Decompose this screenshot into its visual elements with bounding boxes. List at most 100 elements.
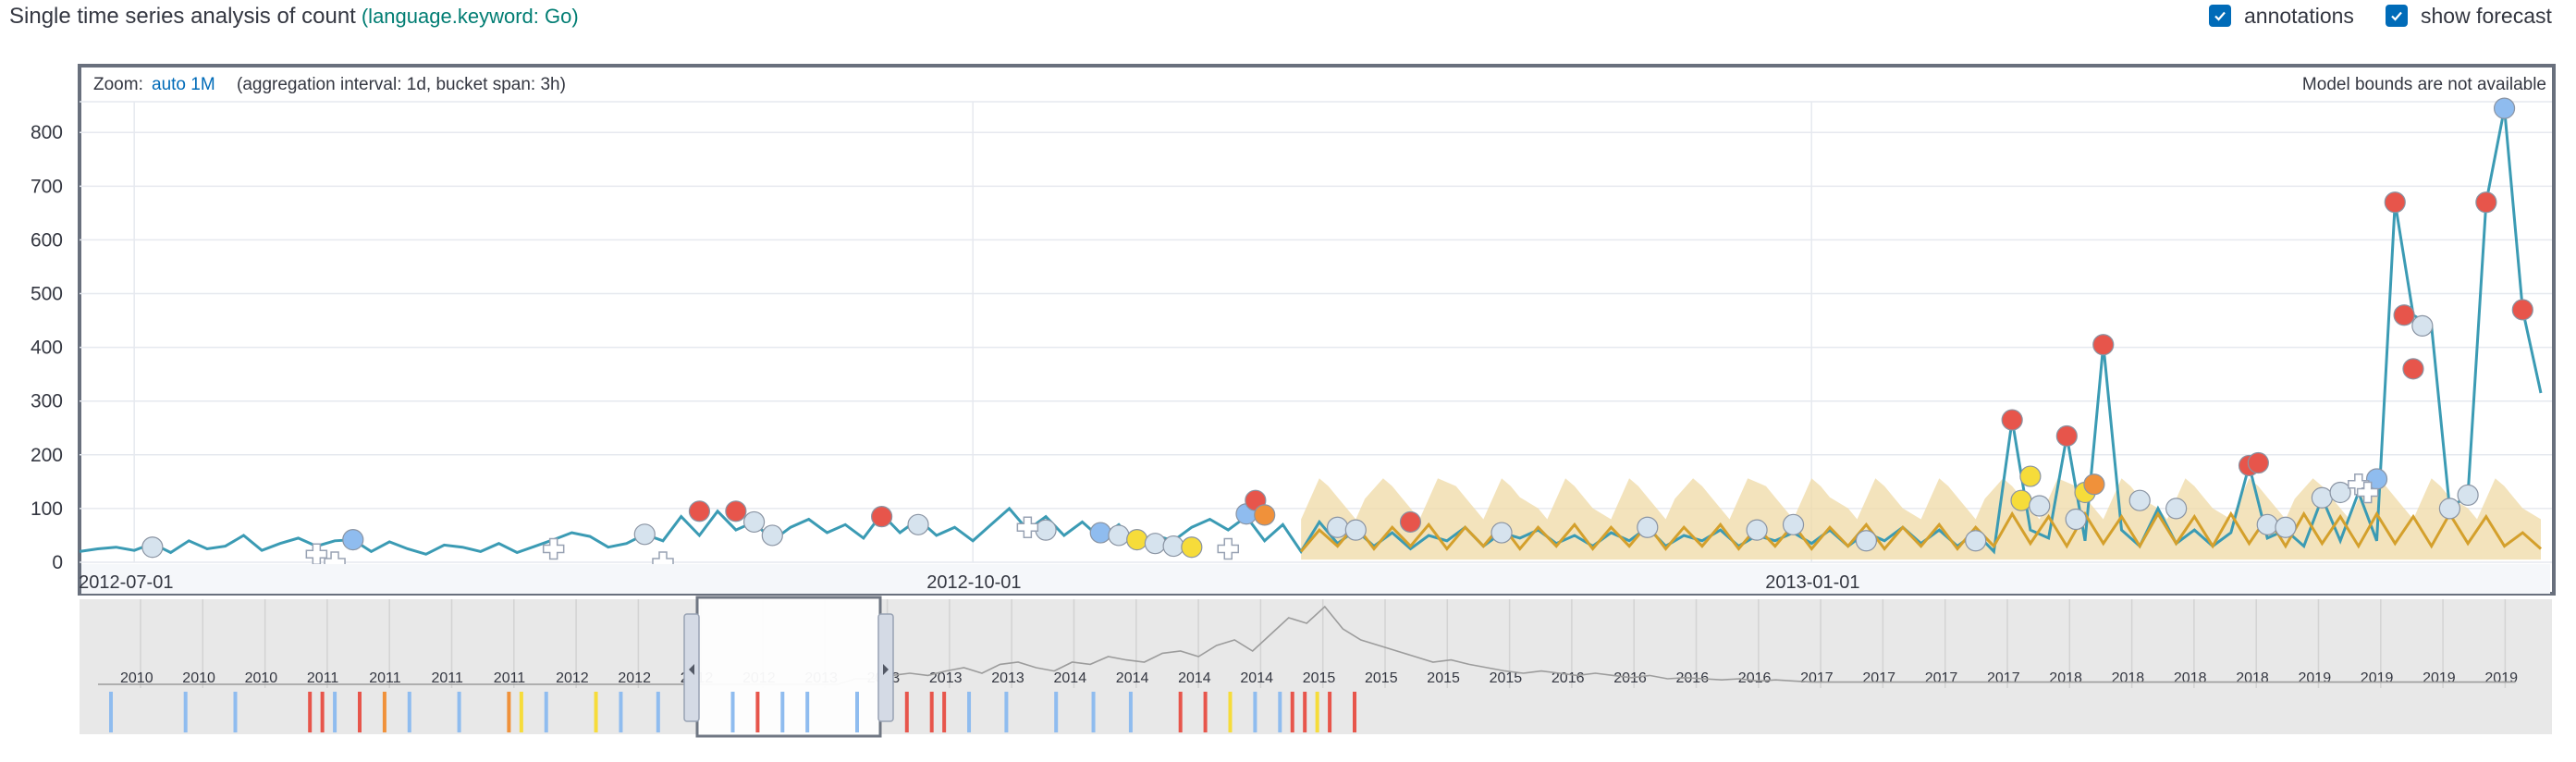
anomaly-marker-critical[interactable]: [1399, 510, 1422, 534]
forecast-band: [1301, 478, 2541, 560]
anomaly-marker-critical[interactable]: [871, 506, 893, 528]
swimlane-cell-critical: [929, 692, 934, 732]
swimlane-cell-critical: [1353, 692, 1356, 732]
zoom-auto-link[interactable]: auto 1M: [152, 75, 215, 94]
anomaly-markers[interactable]: [141, 97, 2533, 573]
context-year-label: 2011: [307, 670, 339, 686]
zoom-label: Zoom:: [93, 75, 143, 94]
show-forecast-checkbox[interactable]: show forecast: [2386, 0, 2552, 31]
context-year-label: 2012: [556, 670, 589, 686]
anomaly-marker-major[interactable]: [2083, 473, 2105, 496]
anomaly-marker-low[interactable]: [2275, 516, 2297, 538]
swimlane-cell-warning: [967, 692, 972, 732]
swimlane-cell-selected: [730, 692, 735, 732]
anomaly-marker-low[interactable]: [1855, 530, 1878, 552]
anomaly-marker-low[interactable]: [2411, 314, 2434, 337]
anomaly-marker-minor[interactable]: [2010, 489, 2032, 511]
page-title: Single time series analysis of count (lan…: [9, 0, 579, 33]
anomaly-marker-low[interactable]: [2029, 495, 2051, 517]
chevron-left-icon: [689, 664, 694, 675]
anomaly-marker-major[interactable]: [1254, 504, 1276, 526]
y-tick-label: 600: [31, 229, 63, 251]
context-year-label: 2014: [1116, 670, 1149, 686]
annotation-plus-icon[interactable]: [2356, 481, 2379, 504]
show-forecast-label: show forecast: [2421, 3, 2552, 28]
context-chart[interactable]: 2010201020102011201120112011201220122012…: [80, 596, 2552, 738]
anomaly-marker-low[interactable]: [2065, 508, 2087, 531]
anomaly-marker-low[interactable]: [2165, 498, 2188, 520]
anomaly-marker-minor[interactable]: [1181, 536, 1203, 559]
anomaly-marker-low[interactable]: [2438, 498, 2461, 520]
swimlane-cell-warning: [183, 692, 188, 732]
anomaly-marker-minor[interactable]: [2019, 465, 2042, 487]
swimlane-cell-selected: [780, 692, 785, 732]
anomaly-marker-low[interactable]: [761, 524, 783, 547]
context-year-label: 2013: [929, 670, 963, 686]
anomaly-marker-critical[interactable]: [688, 500, 711, 522]
entity-label: (language.keyword: Go): [361, 5, 579, 28]
anomaly-marker-critical[interactable]: [2402, 358, 2424, 380]
swimlane-cell-warning: [619, 692, 623, 732]
anomaly-marker-warning[interactable]: [2493, 97, 2516, 119]
anomaly-marker-low[interactable]: [1965, 530, 1987, 552]
anomaly-marker-low[interactable]: [1162, 535, 1184, 558]
anomaly-marker-critical[interactable]: [2001, 409, 2023, 431]
swimlane-cell-minor: [1228, 692, 1233, 732]
anomaly-marker-warning[interactable]: [1089, 522, 1111, 544]
anomaly-marker-low[interactable]: [2256, 513, 2278, 535]
checkmark-icon[interactable]: [2209, 5, 2231, 27]
context-year-label: 2011: [369, 670, 401, 686]
y-axis: 0 100 200 300 400 500 600 700 800: [31, 122, 63, 573]
context-year-label: 2012: [618, 670, 651, 686]
anomaly-marker-low[interactable]: [1746, 519, 1768, 541]
anomaly-marker-low[interactable]: [1108, 524, 1130, 547]
anomaly-marker-low[interactable]: [1144, 533, 1166, 555]
anomaly-marker-low[interactable]: [1035, 519, 1057, 541]
context-year-label: 2015: [1365, 670, 1398, 686]
annotation-plus-icon[interactable]: [1217, 537, 1240, 560]
anomaly-marker-critical[interactable]: [2475, 191, 2497, 214]
anomaly-marker-low[interactable]: [742, 510, 766, 534]
anomaly-marker-warning[interactable]: [342, 528, 364, 551]
anomaly-marker-critical[interactable]: [2055, 424, 2078, 448]
anomaly-marker-critical[interactable]: [2247, 451, 2269, 474]
anomaly-marker-low[interactable]: [2329, 481, 2351, 504]
annotation-plus-icon[interactable]: [1016, 516, 1039, 538]
anomaly-marker-low[interactable]: [1490, 522, 1513, 544]
swimlane-cell-major: [507, 692, 511, 732]
annotations-checkbox[interactable]: annotations: [2209, 0, 2354, 31]
swimlane-cell-critical: [1178, 692, 1183, 732]
anomaly-marker-low[interactable]: [1344, 519, 1367, 541]
swimlane-cell-selected: [855, 692, 859, 732]
context-year-label: 2018: [2049, 670, 2082, 686]
anomaly-marker-critical[interactable]: [2092, 334, 2115, 356]
checkmark-icon[interactable]: [2386, 5, 2408, 27]
anomaly-marker-minor[interactable]: [1126, 528, 1148, 551]
anomaly-marker-critical[interactable]: [2393, 304, 2415, 326]
anomaly-marker-critical[interactable]: [2384, 191, 2406, 214]
forecast-bounds-area: [1301, 478, 2541, 560]
anomaly-marker-low[interactable]: [2457, 484, 2479, 506]
swimlane-cell-warning: [544, 692, 548, 732]
annotation-plus-icon[interactable]: [542, 537, 565, 560]
context-year-label: 2018: [2236, 670, 2269, 686]
anomaly-marker-low[interactable]: [907, 513, 929, 535]
y-tick-label: 300: [31, 391, 63, 412]
context-year-label: 2014: [1054, 670, 1087, 686]
context-year-label: 2019: [2361, 670, 2394, 686]
anomaly-marker-low[interactable]: [2311, 486, 2333, 509]
anomaly-marker-low[interactable]: [2128, 489, 2151, 511]
anomaly-marker-low[interactable]: [1782, 513, 1805, 535]
anomaly-marker-low[interactable]: [141, 536, 164, 559]
anomaly-marker-critical[interactable]: [2511, 299, 2533, 321]
anomaly-marker-low[interactable]: [1637, 516, 1659, 538]
swimlane-cell-warning: [656, 692, 660, 732]
anomaly-marker-low[interactable]: [1326, 516, 1349, 538]
x-axis-band: [81, 564, 2550, 594]
context-year-label: 2010: [182, 670, 215, 686]
anomaly-marker-critical[interactable]: [725, 500, 747, 522]
y-tick-label: 0: [52, 552, 63, 573]
anomaly-marker-low[interactable]: [633, 523, 656, 546]
swimlane-cell-warning: [1091, 692, 1096, 732]
